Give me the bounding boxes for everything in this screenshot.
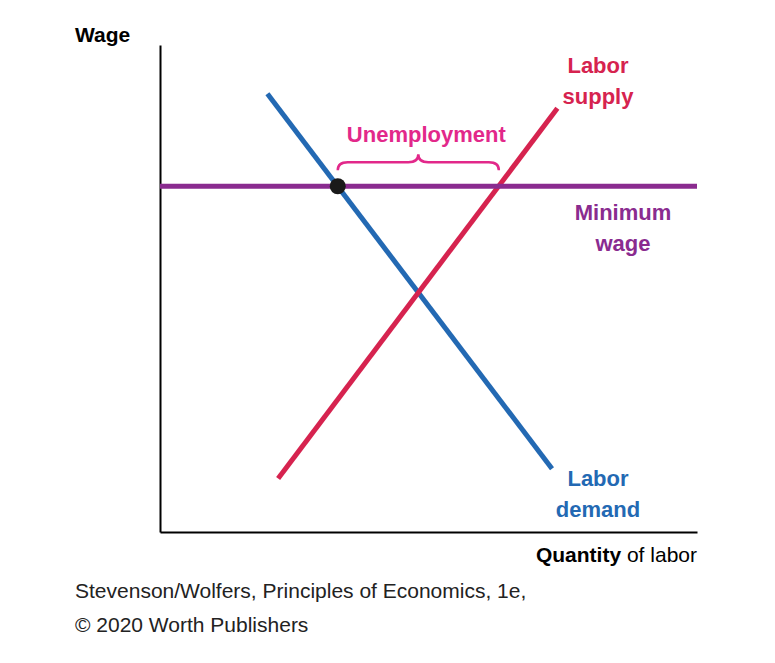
annotation-brace [338,154,499,170]
source-note: Stevenson/Wolfers, Principles of Economi… [75,579,526,602]
point [330,178,346,194]
series-label: Minimumwage [575,200,672,256]
series-label: Laborsupply [563,53,635,109]
series-line [267,94,552,469]
series-line [278,108,557,478]
y-axis-title: Wage [75,23,130,46]
series-label: Labordemand [556,466,640,522]
axis-line [161,532,698,534]
chart: Wage Quantity of labor Labordemand Laborsup… [0,0,775,663]
series-line [160,184,697,189]
plot-area [160,94,697,479]
annotation-label: Unemployment [347,122,507,147]
x-axis [161,532,698,533]
x-axis-title: Quantity of labor [536,543,697,566]
source-note: © 2020 Worth Publishers [75,613,308,636]
axis-line [160,46,162,533]
y-axis [160,46,161,533]
